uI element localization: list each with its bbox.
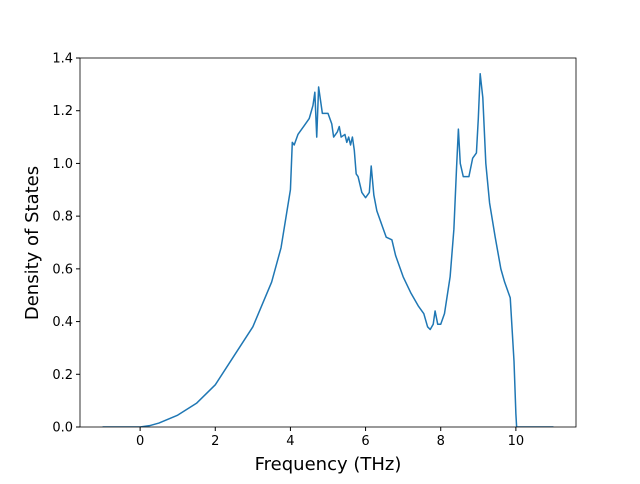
x-tick-label: 8 [437,434,445,449]
y-tick-label: 1.4 [52,52,73,67]
plot-frame [79,57,577,428]
data-line [102,73,554,427]
x-tick-label: 6 [361,434,369,449]
y-tick-label: 0.8 [52,210,73,225]
x-tick-label: 2 [211,434,219,449]
y-tick-label: 1.2 [52,104,73,119]
y-tick-label: 1.0 [52,157,73,172]
y-tick-label: 0.0 [52,421,73,436]
y-axis-label: Density of States [22,166,43,320]
x-tick-label: 4 [286,434,294,449]
y-tick-label: 0.4 [52,315,73,330]
x-tick-label: 0 [136,434,144,449]
y-tick-label: 0.2 [52,368,73,383]
x-tick-label: 10 [508,434,525,449]
x-axis-label: Frequency (THz) [255,454,402,475]
y-tick-label: 0.6 [52,262,73,277]
